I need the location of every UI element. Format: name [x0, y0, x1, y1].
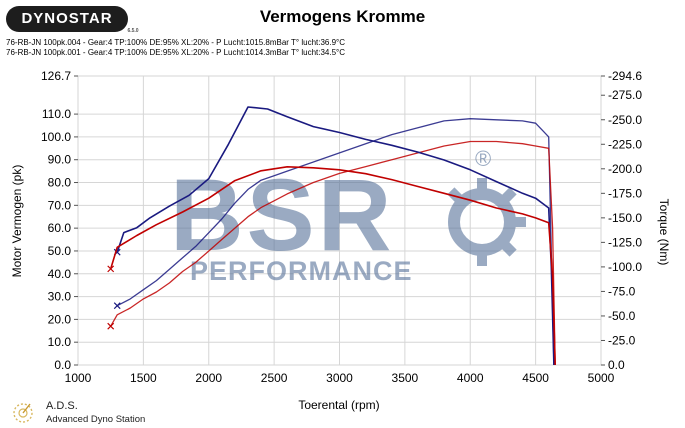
y2-tick-label: -175.0 — [608, 186, 642, 200]
ads-description: Advanced Dyno Station — [46, 414, 146, 425]
x-tick-label: 2500 — [261, 371, 288, 385]
y-tick-label: 80.0 — [48, 176, 72, 190]
y2-tick-label: -25.0 — [608, 333, 636, 347]
x-axis-label: Toerental (rpm) — [298, 398, 379, 412]
ads-logo-icon — [13, 403, 33, 423]
y2-tick-label: -275.0 — [608, 88, 642, 102]
x-tick-label: 2000 — [195, 371, 222, 385]
y-tick-label: 110.0 — [42, 107, 71, 121]
series-line-torque-run-004 — [116, 106, 555, 366]
y2-tick-label: -125.0 — [608, 235, 642, 249]
y-tick-label: 126.7 — [41, 69, 71, 83]
run-legend-1: 76-RB-JN 100pk.004 - Gear:4 TP:100% DE:9… — [6, 38, 346, 47]
x-tick-label: 4500 — [522, 371, 549, 385]
y-tick-label: 50.0 — [48, 244, 72, 258]
dynostar-version: 6.5.0 — [127, 28, 139, 34]
series-start-marker — [113, 302, 121, 310]
x-tick-label: 3000 — [326, 371, 353, 385]
y-tick-label: 20.0 — [48, 312, 72, 326]
y2-tick-label: -294.6 — [608, 69, 642, 83]
series-start-marker — [107, 265, 115, 273]
chart-title: Vermogens Kromme — [259, 7, 426, 26]
y2-tick-label: -225.0 — [608, 137, 642, 151]
y2-tick-label: -200.0 — [608, 162, 642, 176]
watermark-registered: ® — [475, 146, 491, 171]
curves — [107, 106, 556, 366]
y2-tick-label: -50.0 — [608, 309, 636, 323]
y-tick-label: 100.0 — [41, 130, 71, 144]
y2-tick-label: -150.0 — [608, 211, 642, 225]
x-tick-label: 1500 — [130, 371, 157, 385]
y-tick-label: 0.0 — [54, 358, 71, 372]
x-tick-label: 1000 — [65, 371, 92, 385]
y-axis-label: Motor Vermogen (pk) — [10, 165, 24, 278]
x-tick-label: 4000 — [457, 371, 484, 385]
y-tick-label: 70.0 — [48, 198, 72, 212]
y-tick-label: 40.0 — [48, 267, 72, 281]
run-legend-2: 76-RB-JN 100pk.001 - Gear:4 TP:100% DE:9… — [6, 48, 346, 57]
x-tick-label: 3500 — [392, 371, 419, 385]
series-line-torque-run-001 — [109, 166, 556, 366]
y-tick-label: 30.0 — [48, 290, 72, 304]
watermark-performance: PERFORMANCE — [190, 256, 413, 286]
y-tick-label: 60.0 — [48, 221, 72, 235]
y-tick-label: 10.0 — [48, 335, 72, 349]
ads-name: A.D.S. — [46, 400, 78, 412]
grid — [77, 75, 602, 366]
series-start-marker — [107, 322, 115, 330]
series-line-power-run-001 — [110, 140, 556, 366]
y2-tick-label: -75.0 — [608, 284, 636, 298]
dynostar-logo: DYNOSTAR 6.5.0 — [6, 6, 139, 34]
y2-tick-label: 0.0 — [608, 358, 625, 372]
dynostar-logo-text: DYNOSTAR — [21, 10, 113, 27]
x-tick-label: 5000 — [588, 371, 615, 385]
y-tick-label: 90.0 — [48, 153, 72, 167]
y2-tick-label: -250.0 — [608, 113, 642, 127]
axis-ticks: 1000 1500 2000 2500 3000 3500 4000 4500 50000.01… — [41, 69, 642, 385]
y2-axis-label: Torque (Nm) — [657, 199, 671, 266]
y2-tick-label: -100.0 — [608, 260, 642, 274]
